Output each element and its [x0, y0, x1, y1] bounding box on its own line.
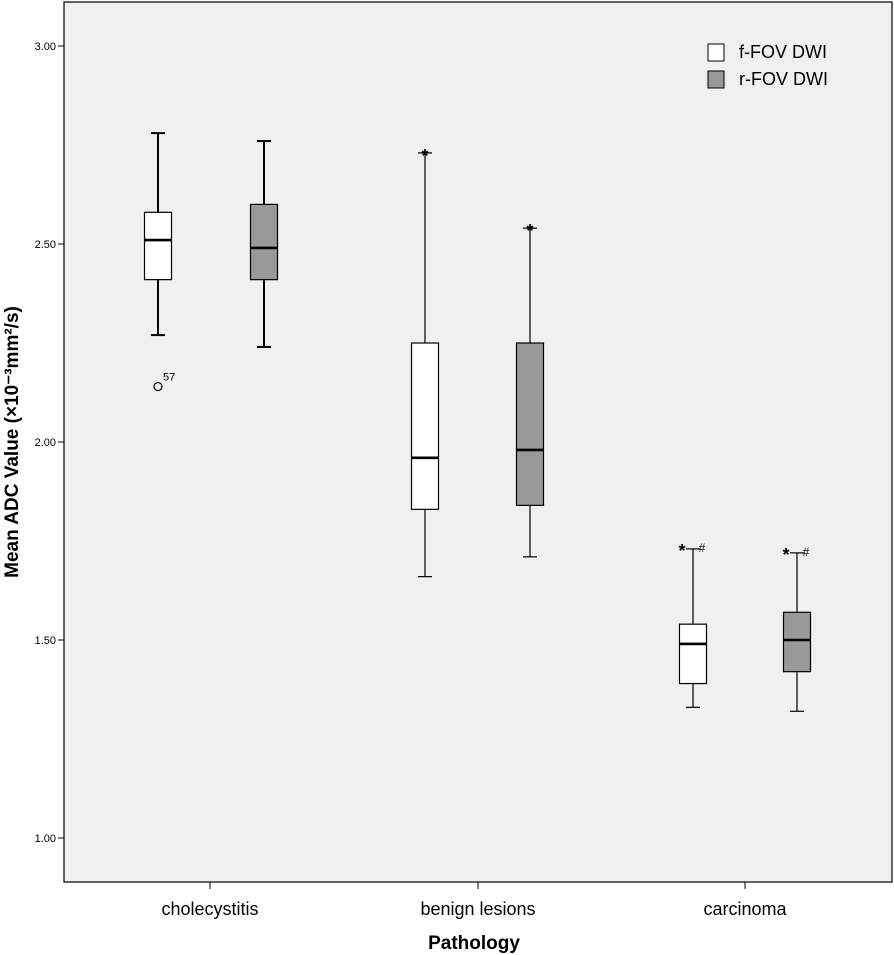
x-tick-label-cholecystitis: cholecystitis	[161, 899, 258, 919]
outlier-point	[153, 381, 163, 392]
box-1-0	[249, 140, 279, 348]
y-axis: 1.00 1.50 2.00 2.50 3.00	[35, 41, 64, 845]
y-tick-label: 2.00	[35, 437, 56, 449]
legend-swatch	[707, 43, 725, 62]
box-iqr	[678, 623, 708, 685]
box-iqr	[782, 611, 812, 673]
box-0-0: 57	[143, 132, 175, 392]
legend: f-FOV DWI r-FOV DWI	[707, 42, 828, 89]
box-0-2: * #	[678, 541, 708, 708]
significance-asterisk: *	[526, 221, 533, 241]
significance-hash: #	[803, 545, 810, 559]
y-tick-label: 1.50	[35, 635, 56, 647]
significance-asterisk: *	[421, 146, 428, 166]
box-iqr	[143, 211, 173, 281]
x-tick-label-benign-lesions: benign lesions	[420, 899, 535, 919]
box-1-2: * #	[782, 545, 812, 712]
box-series: 57** #** #	[143, 132, 812, 712]
box-iqr	[249, 203, 279, 281]
significance-asterisk: *	[678, 541, 685, 561]
y-tick-label: 2.50	[35, 239, 56, 251]
outlier-label: 57	[163, 372, 175, 384]
x-tick-label-carcinoma: carcinoma	[703, 899, 787, 919]
box-1-1: *	[515, 221, 545, 558]
y-axis-title: Mean ADC Value (×10⁻³mm²/s)	[2, 306, 23, 578]
legend-label: r-FOV DWI	[739, 69, 828, 89]
plot-area	[63, 1, 893, 883]
legend-swatch	[707, 70, 725, 89]
significance-hash: #	[699, 541, 706, 555]
box-iqr	[410, 342, 440, 510]
y-tick-label: 1.00	[35, 833, 56, 845]
y-tick-label: 3.00	[35, 41, 56, 53]
significance-asterisk: *	[782, 545, 789, 565]
x-axis-title: Pathology	[428, 933, 520, 954]
legend-label: f-FOV DWI	[739, 42, 827, 62]
x-axis: cholecystitis benign lesions carcinoma	[161, 882, 788, 919]
box-0-1: *	[410, 146, 440, 578]
box-iqr	[515, 342, 545, 506]
